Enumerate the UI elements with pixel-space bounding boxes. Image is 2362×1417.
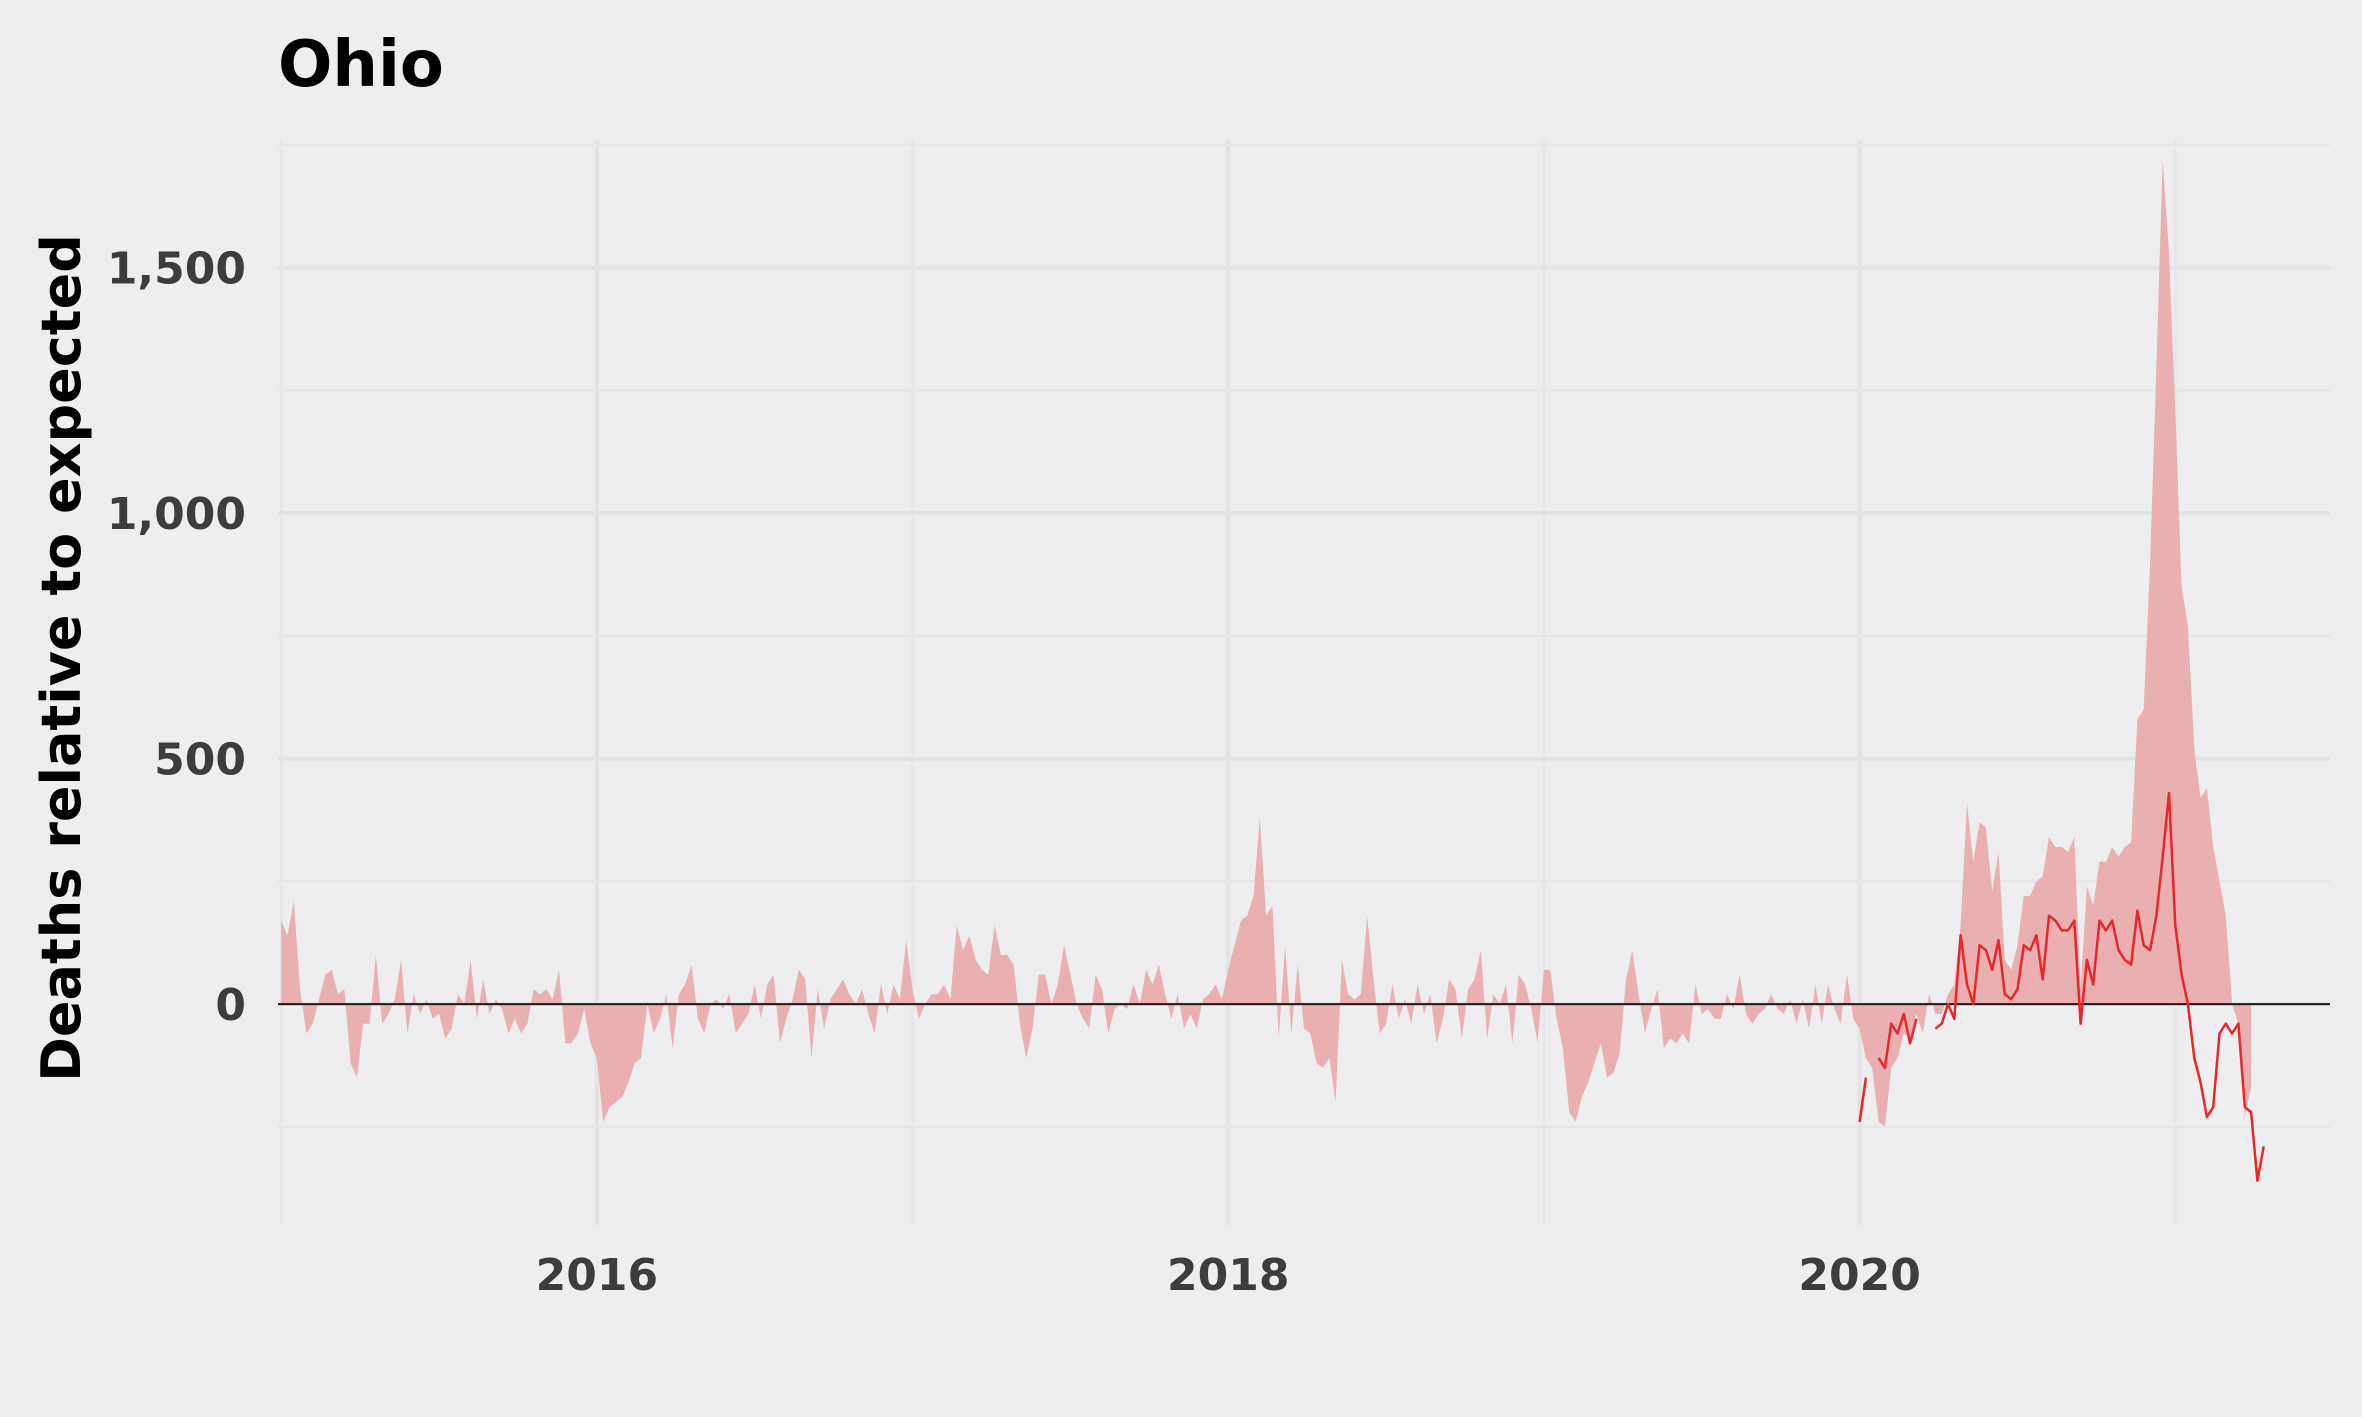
band-layer [281,159,2252,1127]
x-tick-label: 2018 [1167,1250,1289,1301]
x-tick-label: 2020 [1798,1250,1920,1301]
y-tick-labels: 0 500 1,000 1,500 [107,244,246,1031]
x-tick-labels: 2016 2018 2020 [536,1250,1921,1301]
excess-band-area [281,159,2252,1127]
y-tick-label: 1,000 [107,489,246,540]
y-axis-label: Deaths relative to expected [30,234,93,1082]
chart-title: Ohio [278,28,444,102]
x-tick-label: 2016 [536,1250,658,1301]
y-tick-label: 500 [154,735,246,786]
excess-line [1858,791,2265,1183]
line-layer [1858,791,2265,1183]
y-tick-label: 1,500 [107,244,246,295]
grid-lines [278,140,2330,1225]
y-tick-label: 0 [215,980,246,1031]
